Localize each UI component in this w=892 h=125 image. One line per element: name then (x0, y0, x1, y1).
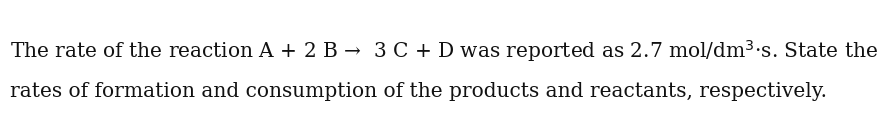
Text: The rate of the reaction A + 2 B →  3 C + D was reported as 2.7 mol/dm$^3$·s. St: The rate of the reaction A + 2 B → 3 C +… (10, 38, 878, 64)
Text: rates of formation and consumption of the products and reactants, respectively.: rates of formation and consumption of th… (10, 82, 827, 101)
